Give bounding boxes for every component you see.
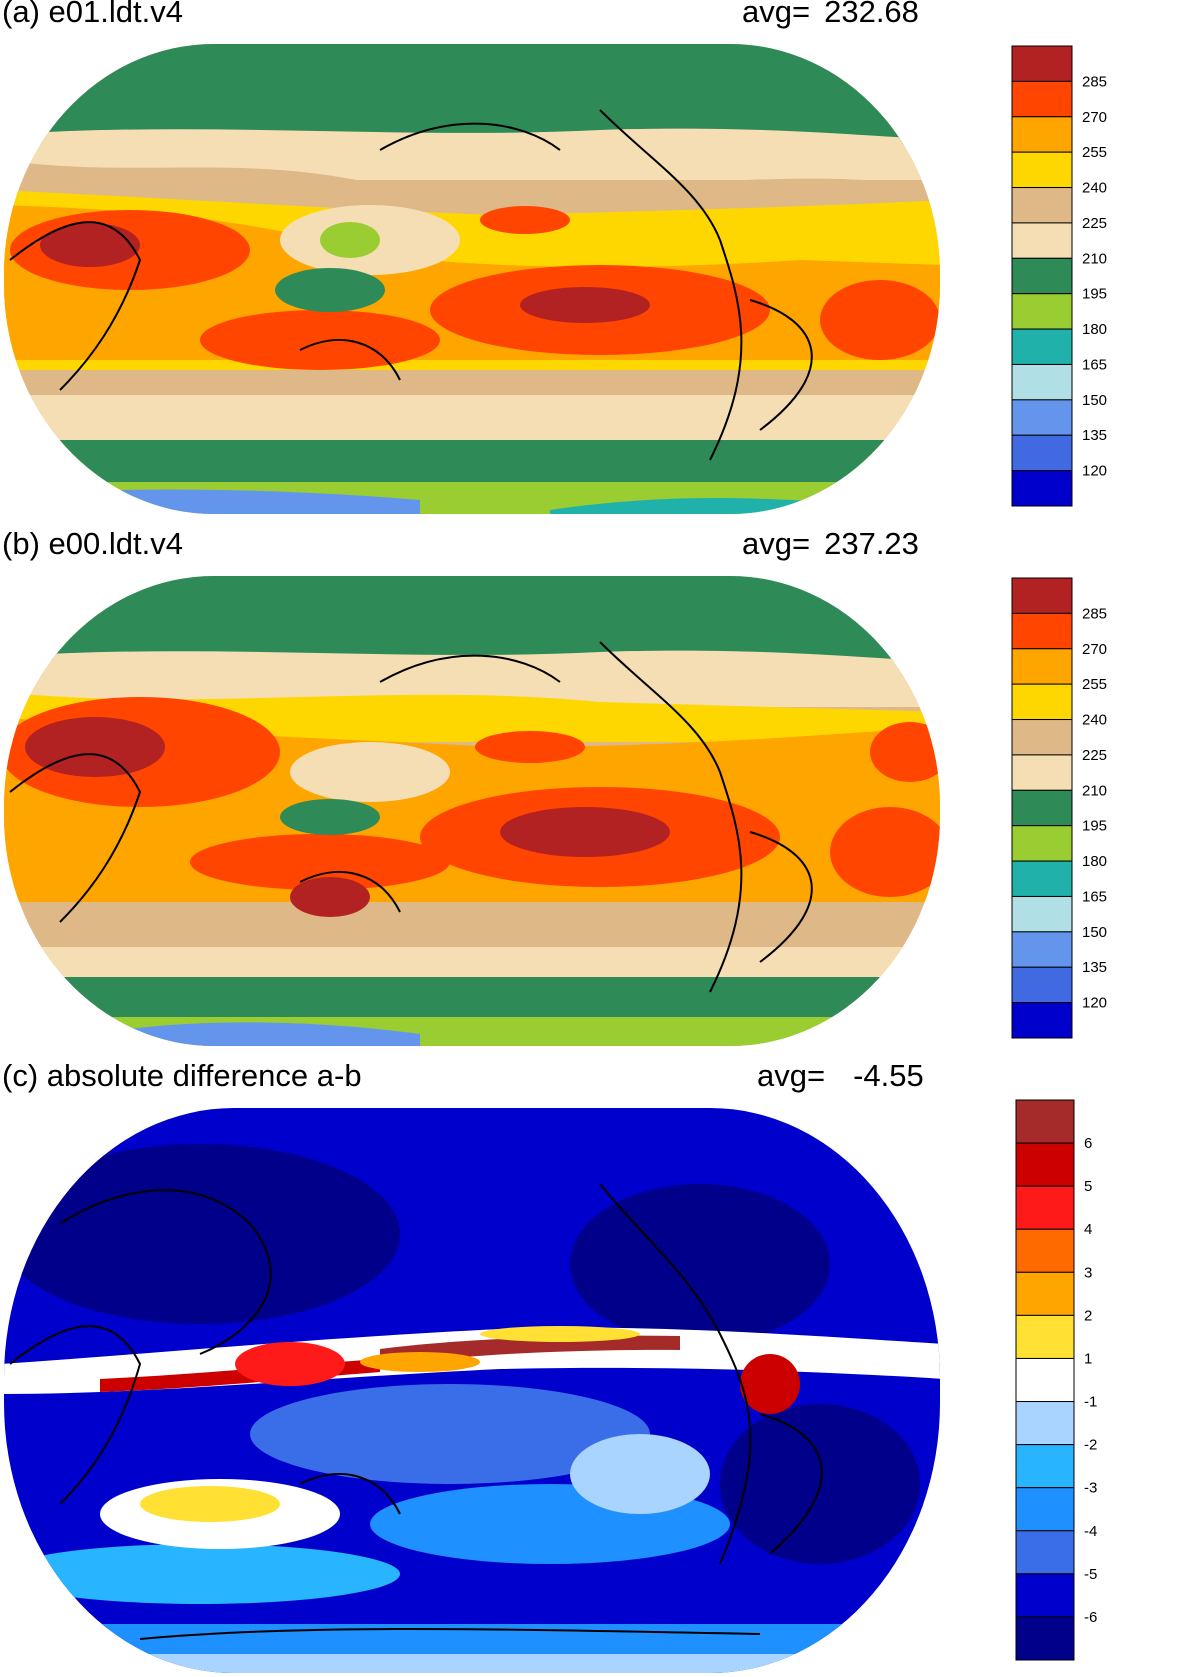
- panel-b-colorbar-label: 240: [1082, 712, 1107, 729]
- panel-b-colorbar-swatch: [1011, 860, 1073, 897]
- panel-b-title: (b) e00.ldt.v4: [2, 526, 183, 561]
- panel-a-colorbar-swatch: [1011, 257, 1073, 295]
- panel-b-colorbar-swatch: [1011, 825, 1073, 862]
- panel-a-avg-value: 232.68: [824, 0, 919, 29]
- panel-c-colorbar-label: -2: [1084, 1437, 1097, 1454]
- panel-c-colorbar-label: -5: [1084, 1566, 1097, 1583]
- panel-a-colorbar-label: 255: [1082, 144, 1107, 161]
- panel-b-colorbar-label: 225: [1082, 747, 1107, 764]
- panel-b-colorbar-label: 180: [1082, 853, 1107, 870]
- panel-c-colorbar-swatch: [1015, 1357, 1075, 1403]
- panel-c-colorbar-label: 1: [1084, 1350, 1092, 1367]
- panel-b-map: [4, 576, 940, 1046]
- panel-a-colorbar-swatch: [1011, 151, 1073, 189]
- panel-a-colorbar-label: 285: [1082, 73, 1107, 90]
- panel-b-colorbar-swatch: [1011, 648, 1073, 685]
- panel-b-colorbar-swatch: [1011, 931, 1073, 968]
- panel-b-average: avg= 237.23: [742, 526, 919, 562]
- panel-a-colorbar-swatch: [1011, 222, 1073, 259]
- panel-b-colorbar-swatch: [1011, 1002, 1073, 1039]
- panel-b-colorbar-swatch: [1011, 719, 1073, 756]
- panel-c-colorbar-swatch: [1015, 1487, 1075, 1532]
- panel-b-colorbar-label: 270: [1082, 641, 1107, 658]
- panel-a-colorbar-swatch: [1011, 434, 1073, 472]
- panel-a-colorbar-label: 195: [1082, 286, 1107, 303]
- panel-a-colorbar: 285 270 255 240 225 210 195 180 165 150 135 120: [1011, 45, 1107, 507]
- panel-b-colorbar-swatch: [1011, 754, 1073, 791]
- panel-b-avg-value: 237.23: [824, 526, 919, 561]
- panel-c-colorbar-swatch: [1015, 1401, 1075, 1446]
- panel-a-colorbar-swatch: [1011, 470, 1073, 507]
- panel-c-colorbar-label: -4: [1084, 1523, 1097, 1540]
- panel-b-colorbar-label: 255: [1082, 676, 1107, 693]
- panel-c-colorbar-label: 5: [1084, 1178, 1092, 1195]
- panel-a-colorbar-swatch: [1011, 328, 1073, 365]
- panel-b-colorbar-swatch: [1011, 577, 1073, 614]
- panel-b-colorbar-label: 285: [1082, 605, 1107, 622]
- panel-a-colorbar-swatch: [1011, 45, 1073, 82]
- panel-a-avg-label: avg=: [742, 0, 811, 29]
- panel-c-average: avg= -4.55: [757, 1058, 924, 1094]
- panel-a-colorbar-label: 165: [1082, 356, 1107, 373]
- panel-c-colorbar-swatch: [1015, 1314, 1075, 1359]
- panel-c-colorbar-label: 2: [1084, 1307, 1092, 1324]
- panel-a-map: [4, 44, 940, 514]
- panel-a-colorbar-swatch: [1011, 116, 1073, 153]
- panel-a-colorbar-label: 120: [1082, 463, 1107, 480]
- panel-a-average: avg= 232.68: [742, 0, 919, 30]
- panel-b-colorbar-label: 150: [1082, 924, 1107, 941]
- panel-b-colorbar-label: 210: [1082, 782, 1107, 799]
- panel-a-colorbar-swatch: [1011, 363, 1073, 401]
- panel-c-colorbar-swatch: [1015, 1530, 1075, 1575]
- panel-b-avg-label: avg=: [742, 526, 811, 561]
- panel-c-colorbar-label: 6: [1084, 1135, 1092, 1152]
- panel-a-colorbar-label: 135: [1082, 427, 1107, 444]
- panel-a-colorbar-label: 225: [1082, 215, 1107, 232]
- panel-c-colorbar-swatch: [1015, 1271, 1075, 1316]
- panel-b-colorbar-swatch: [1011, 612, 1073, 650]
- panel-c-colorbar: 6 5 4 3 2 1 -1 -2 -3 -4 -5 -6: [1015, 1099, 1097, 1661]
- panel-c-colorbar-swatch: [1015, 1573, 1075, 1618]
- panel-b-colorbar-swatch: [1011, 789, 1073, 827]
- panel-a-colorbar-swatch: [1011, 187, 1073, 224]
- panel-a-colorbar-label: 150: [1082, 392, 1107, 409]
- panel-c-colorbar-label: 4: [1084, 1221, 1092, 1238]
- panel-b-colorbar-swatch: [1011, 895, 1073, 933]
- panel-a-title: (a) e01.ldt.v4: [2, 0, 183, 29]
- panel-c-colorbar-swatch: [1015, 1228, 1075, 1273]
- panel-c-avg-label: avg=: [757, 1058, 826, 1093]
- panel-b-colorbar-label: 165: [1082, 888, 1107, 905]
- panel-c-map: [4, 1108, 940, 1673]
- panel-c-avg-value: -4.55: [853, 1058, 924, 1093]
- panel-c-colorbar-swatch: [1015, 1185, 1075, 1230]
- panel-c-colorbar-swatch: [1015, 1616, 1075, 1661]
- panel-b-colorbar-swatch: [1011, 683, 1073, 721]
- panel-b-colorbar: 285 270 255 240 225 210 195 180 165 150 135 120: [1011, 577, 1107, 1039]
- panel-c-colorbar-swatch: [1015, 1099, 1075, 1144]
- panel-a-colorbar-label: 180: [1082, 321, 1107, 338]
- panel-c-colorbar-swatch: [1015, 1142, 1075, 1187]
- panel-c-title: (c) absolute difference a-b: [2, 1058, 362, 1093]
- panel-a-colorbar-swatch: [1011, 80, 1073, 118]
- panel-c-colorbar-label: -6: [1084, 1609, 1097, 1626]
- panel-b-colorbar-label: 135: [1082, 959, 1107, 976]
- panel-b-colorbar-swatch: [1011, 966, 1073, 1004]
- panel-c-colorbar-label: -3: [1084, 1480, 1097, 1497]
- panel-a-colorbar-swatch: [1011, 293, 1073, 330]
- panel-a-colorbar-label: 210: [1082, 250, 1107, 267]
- panel-b-colorbar-label: 120: [1082, 995, 1107, 1012]
- panel-c-colorbar-label: 3: [1084, 1264, 1092, 1281]
- panel-a-colorbar-label: 240: [1082, 180, 1107, 197]
- panel-a-colorbar-label: 270: [1082, 109, 1107, 126]
- panel-b-colorbar-label: 195: [1082, 818, 1107, 835]
- panel-c-colorbar-label: -1: [1084, 1394, 1097, 1411]
- panel-a-colorbar-swatch: [1011, 399, 1073, 436]
- panel-c-colorbar-swatch: [1015, 1444, 1075, 1489]
